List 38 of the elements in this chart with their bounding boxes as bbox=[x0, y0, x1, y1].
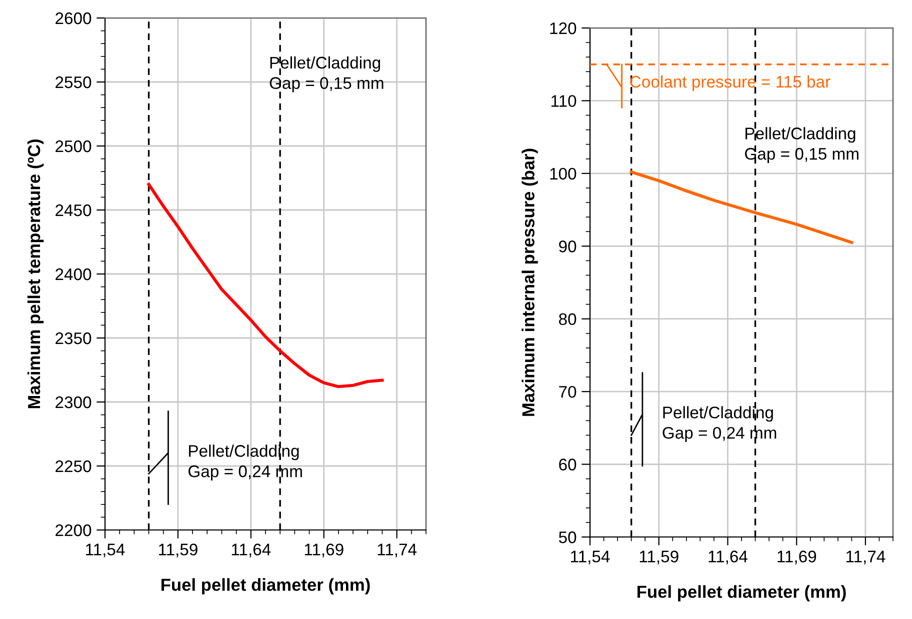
y-tick-label: 2300 bbox=[56, 396, 92, 408]
x-tick-label: 11,69 bbox=[778, 550, 816, 564]
annotation: Pellet/Cladding Gap = 0,24 mm bbox=[662, 406, 776, 442]
y-tick-label: 2350 bbox=[56, 332, 92, 344]
y-tick-label: 2400 bbox=[56, 268, 92, 280]
x-tick-label: 11,69 bbox=[304, 544, 344, 558]
line-series bbox=[147, 182, 384, 388]
y-tick-label: 2450 bbox=[56, 204, 92, 216]
x-axis-title: Fuel pellet diameter (mm) bbox=[162, 578, 370, 594]
y-tick-label: 2550 bbox=[56, 76, 92, 88]
y-axis-title: Maximum pellet temperature (ºC) bbox=[27, 140, 44, 408]
y-tick-label: 2500 bbox=[56, 140, 92, 152]
x-tick-label: 11,59 bbox=[158, 544, 198, 558]
x-axis-title: Fuel pellet diameter (mm) bbox=[638, 585, 846, 602]
x-tick-label: 11,64 bbox=[232, 544, 271, 558]
annotation: Pellet/Cladding Gap = 0,15 mm bbox=[745, 127, 858, 164]
y-tick-label: 80 bbox=[558, 313, 576, 326]
y-axis-title: Maximum internal pressure (bar) bbox=[522, 148, 538, 416]
ref-line-label: Coolant pressure = 115 bar bbox=[630, 75, 830, 91]
y-tick-label: 100 bbox=[550, 168, 576, 180]
y-tick-label: 70 bbox=[559, 386, 576, 398]
x-tick-label: 11,59 bbox=[640, 550, 678, 564]
x-tick-label: 11,54 bbox=[571, 550, 610, 564]
y-tick-label: 120 bbox=[550, 22, 576, 34]
annotation: Pellet/Cladding Gap = 0,24 mm bbox=[188, 444, 302, 481]
x-tick-label: 11,74 bbox=[378, 544, 417, 558]
y-tick-label: 50 bbox=[558, 531, 576, 544]
y-tick-label: 110 bbox=[552, 95, 576, 107]
y-tick-label: 60 bbox=[559, 458, 576, 470]
y-tick-label: 2600 bbox=[56, 12, 92, 24]
line-series bbox=[630, 170, 854, 244]
annotation: Pellet/Cladding Gap = 0,15 mm bbox=[270, 56, 384, 92]
x-tick-label: 11,54 bbox=[86, 544, 125, 558]
x-tick-label: 11,74 bbox=[846, 550, 886, 564]
x-tick-label: 11,64 bbox=[708, 550, 748, 564]
y-tick-label: 90 bbox=[559, 240, 576, 252]
y-tick-label: 2200 bbox=[56, 524, 92, 536]
y-tick-label: 2250 bbox=[56, 460, 92, 472]
